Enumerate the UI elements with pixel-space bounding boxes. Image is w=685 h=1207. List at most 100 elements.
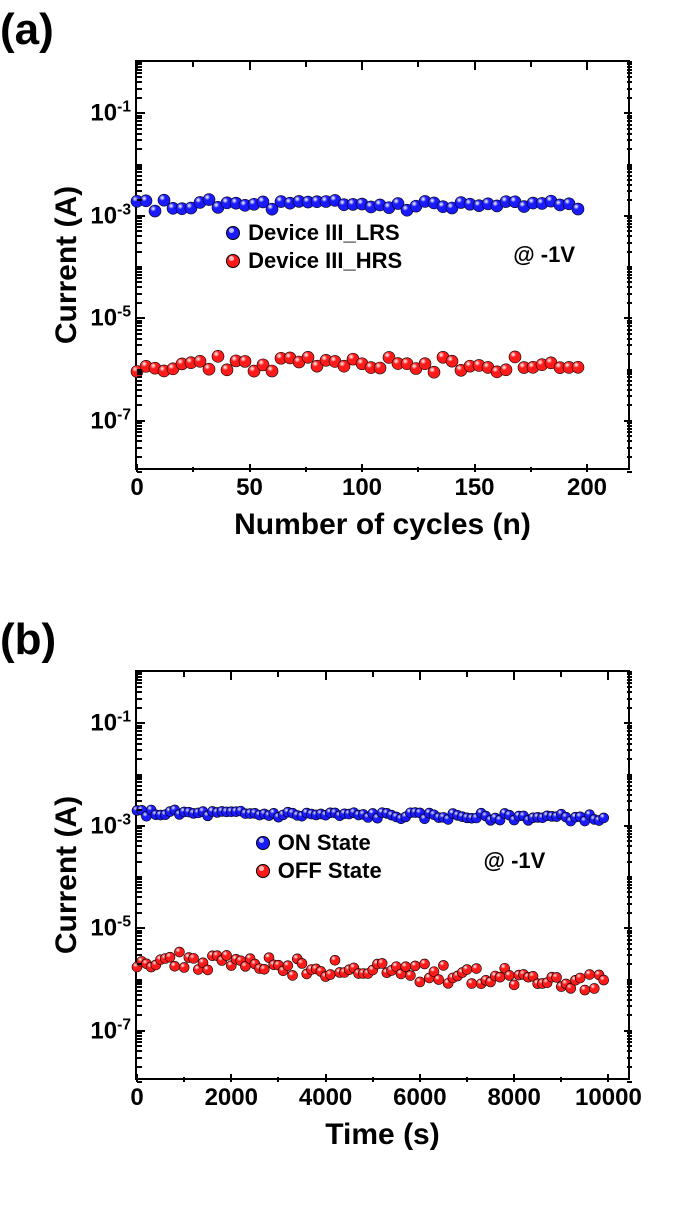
y-minor-tick	[137, 281, 142, 283]
y-minor-tick	[137, 226, 142, 228]
data-point	[500, 364, 512, 376]
chart-b-xlabel: Time (s)	[325, 1118, 439, 1152]
y-minor-tick	[137, 380, 142, 382]
data-point	[415, 977, 425, 987]
y-minor-tick	[137, 794, 142, 796]
y-minor-tick	[627, 440, 632, 442]
y-minor-tick	[137, 384, 142, 386]
y-minor-tick	[137, 344, 142, 346]
y-minor-tick	[627, 963, 632, 965]
data-point	[283, 961, 293, 971]
chart-b-annotation: @ -1V	[484, 848, 546, 874]
y-minor-tick	[627, 789, 632, 791]
y-tick-mark	[627, 979, 632, 981]
y-minor-tick	[137, 425, 142, 427]
y-minor-tick	[137, 785, 142, 787]
y-minor-tick	[137, 274, 142, 276]
y-minor-tick	[137, 179, 142, 181]
y-minor-tick	[627, 785, 632, 787]
x-tick-mark	[325, 672, 327, 680]
chart-b-ylabel: Current (A)	[50, 796, 84, 954]
y-minor-tick	[137, 447, 142, 449]
y-minor-tick	[627, 730, 632, 732]
y-minor-tick	[627, 217, 632, 219]
y-minor-tick	[627, 281, 632, 283]
y-minor-tick	[627, 422, 632, 424]
y-minor-tick	[137, 422, 142, 424]
x-tick-mark	[586, 62, 588, 70]
chart-b-frame: ON StateOFF State @ -1V 10-710-510-310-1…	[135, 670, 630, 1080]
data-point	[149, 205, 161, 217]
y-tick-mark	[137, 1030, 145, 1032]
y-minor-tick	[627, 425, 632, 427]
y-minor-tick	[627, 861, 632, 863]
y-minor-tick	[137, 1038, 142, 1040]
y-minor-tick	[137, 939, 142, 941]
data-point	[330, 955, 340, 965]
y-minor-tick	[137, 376, 142, 378]
y-minor-tick	[627, 1041, 632, 1043]
y-minor-tick	[137, 983, 142, 985]
y-minor-tick	[137, 223, 142, 225]
y-minor-tick	[137, 954, 142, 956]
x-tick-label: 0	[130, 1078, 143, 1112]
y-minor-tick	[627, 725, 632, 727]
chart-a-xlabel: Number of cycles (n)	[234, 508, 531, 542]
y-minor-tick	[137, 1014, 142, 1016]
x-tick-label: 4000	[299, 1078, 352, 1112]
y-tick-mark	[624, 317, 632, 319]
y-tick-label: 10-3	[90, 201, 137, 230]
y-minor-tick	[137, 1050, 142, 1052]
y-minor-tick	[627, 887, 632, 889]
y-minor-tick	[137, 435, 142, 437]
data-point	[509, 980, 519, 990]
y-minor-tick	[627, 268, 632, 270]
data-point	[170, 961, 180, 971]
y-minor-tick	[137, 166, 142, 168]
y-minor-tick	[627, 830, 632, 832]
y-minor-tick	[137, 148, 142, 150]
y-minor-tick	[627, 63, 632, 65]
y-minor-tick	[137, 338, 142, 340]
legend-text: Device III_LRS	[248, 220, 400, 246]
x-tick-mark	[136, 672, 138, 680]
x-minor-tick	[183, 1077, 185, 1082]
y-tick-label: 10-7	[90, 406, 137, 435]
legend-marker-icon	[226, 226, 240, 240]
y-minor-tick	[137, 371, 142, 373]
y-minor-tick	[627, 1005, 632, 1007]
x-minor-tick	[192, 467, 194, 472]
y-minor-tick	[137, 133, 142, 135]
y-minor-tick	[137, 117, 142, 119]
y-minor-tick	[137, 440, 142, 442]
data-point	[580, 985, 590, 995]
legend-marker-icon	[256, 864, 270, 878]
y-minor-tick	[137, 120, 142, 122]
y-minor-tick	[137, 1035, 142, 1037]
y-minor-tick	[137, 373, 142, 375]
y-tick-mark	[137, 215, 145, 217]
y-tick-mark	[627, 774, 632, 776]
y-tick-label: 10-3	[90, 811, 137, 840]
y-tick-mark	[137, 774, 142, 776]
y-minor-tick	[627, 166, 632, 168]
y-tick-mark	[137, 825, 145, 827]
y-minor-tick	[137, 1057, 142, 1059]
y-tick-mark	[627, 266, 632, 268]
y-minor-tick	[627, 999, 632, 1001]
x-tick-mark	[249, 62, 251, 70]
y-minor-tick	[627, 322, 632, 324]
y-minor-tick	[627, 320, 632, 322]
y-minor-tick	[627, 1066, 632, 1068]
chart-b-legend: ON StateOFF State	[256, 828, 382, 886]
panel-a-label: (a)	[0, 5, 54, 55]
y-minor-tick	[137, 912, 142, 914]
data-point	[585, 970, 595, 980]
data-point	[434, 975, 444, 985]
data-point	[428, 366, 440, 378]
y-minor-tick	[137, 725, 142, 727]
data-point	[401, 962, 411, 972]
x-minor-tick	[466, 1077, 468, 1082]
y-minor-tick	[627, 117, 632, 119]
y-minor-tick	[137, 199, 142, 201]
